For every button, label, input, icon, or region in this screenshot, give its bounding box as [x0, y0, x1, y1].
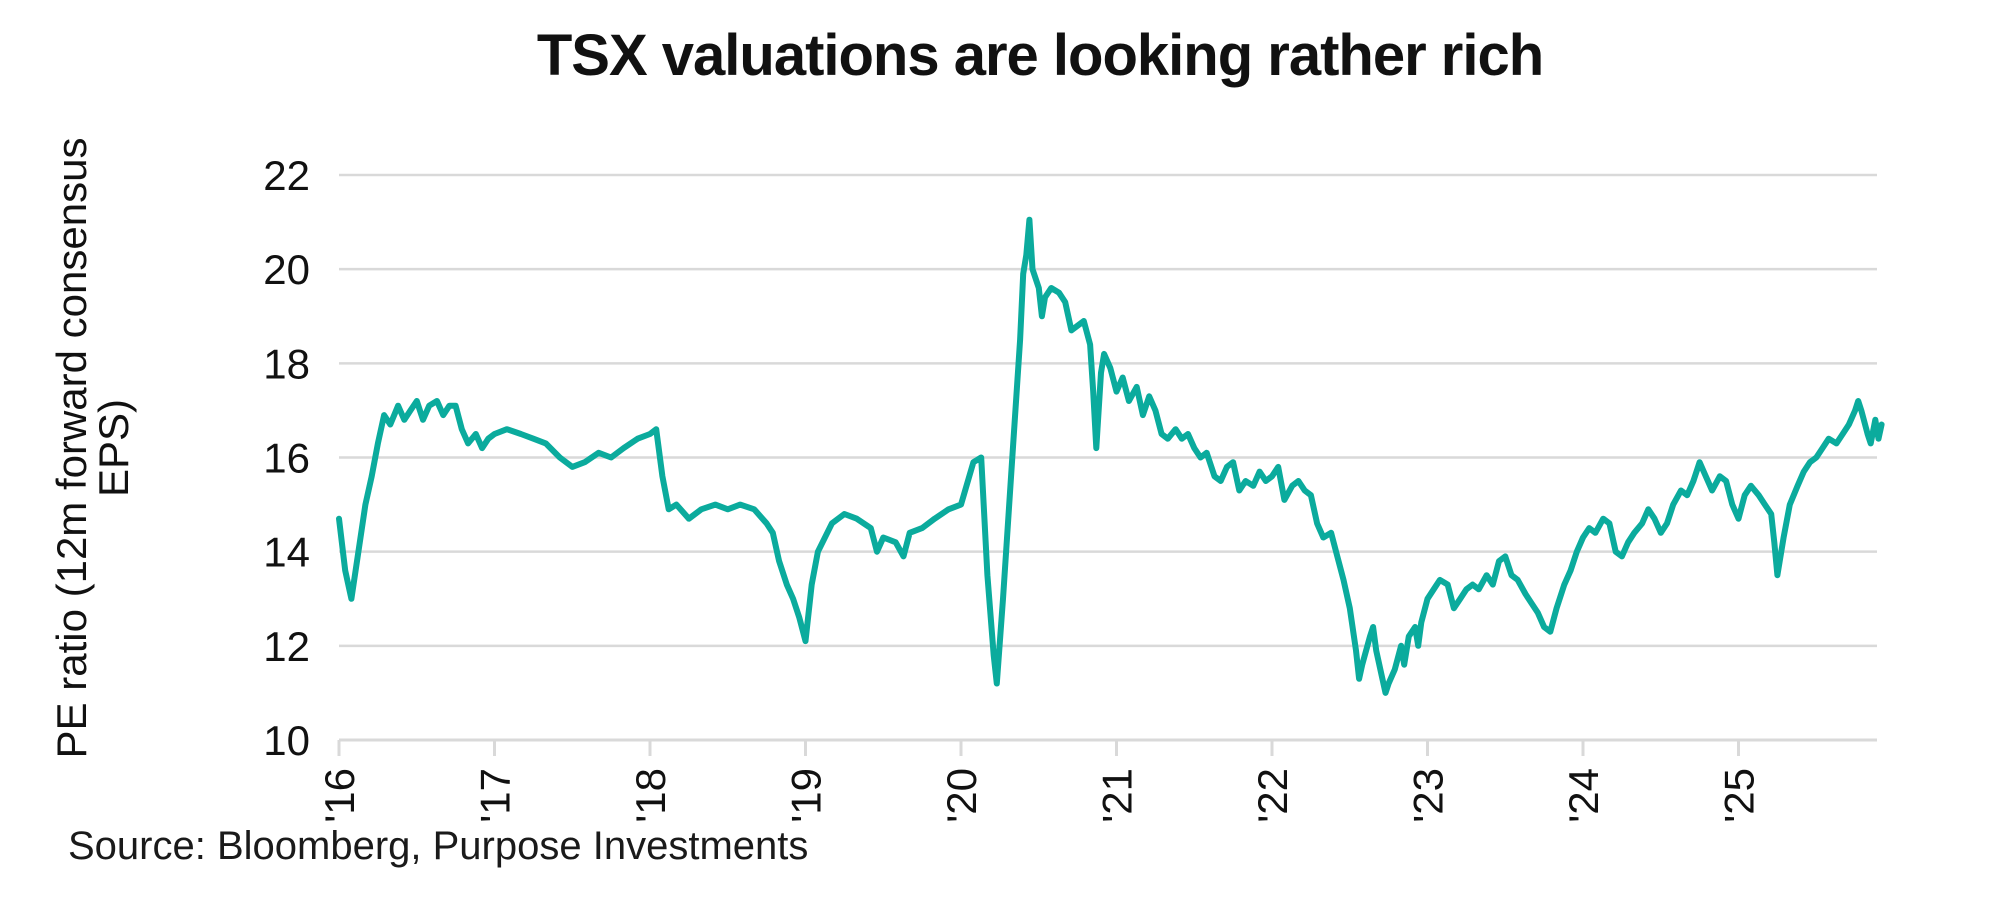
x-tick-label: '20: [938, 768, 985, 823]
x-tick-label: '22: [1249, 768, 1296, 823]
y-tick-label: 18: [263, 340, 310, 387]
y-tick-label: 14: [263, 529, 310, 576]
y-axis-labels: 10 12 14 16 18 20 22: [263, 152, 310, 764]
x-tick-label: '17: [472, 768, 519, 823]
y-axis-title-line: PE ratio (12m forward consensus: [48, 138, 95, 759]
y-tick-label: 10: [263, 717, 310, 764]
y-tick-label: 20: [263, 246, 310, 293]
x-axis: '16 '17 '18 '19 '20 '21 '22 '23 '24 '25: [316, 740, 1763, 823]
y-axis-title-line: EPS): [90, 399, 137, 497]
gridlines: [339, 173, 1877, 742]
y-tick-label: 12: [263, 623, 310, 670]
x-tick-label: '16: [316, 768, 363, 823]
x-tick-label: '19: [783, 768, 830, 823]
x-tick-label: '23: [1405, 768, 1452, 823]
y-tick-label: 22: [263, 152, 310, 199]
x-tick-label: '21: [1094, 768, 1141, 823]
pe-ratio-line: [336, 216, 1885, 696]
source-note: Source: Bloomberg, Purpose Investments: [68, 824, 809, 868]
chart-title: TSX valuations are looking rather rich: [536, 23, 1544, 88]
x-tick-label: '25: [1716, 768, 1763, 823]
x-tick-label: '24: [1560, 768, 1607, 823]
y-tick-label: 16: [263, 435, 310, 482]
x-tick-label: '18: [627, 768, 674, 823]
